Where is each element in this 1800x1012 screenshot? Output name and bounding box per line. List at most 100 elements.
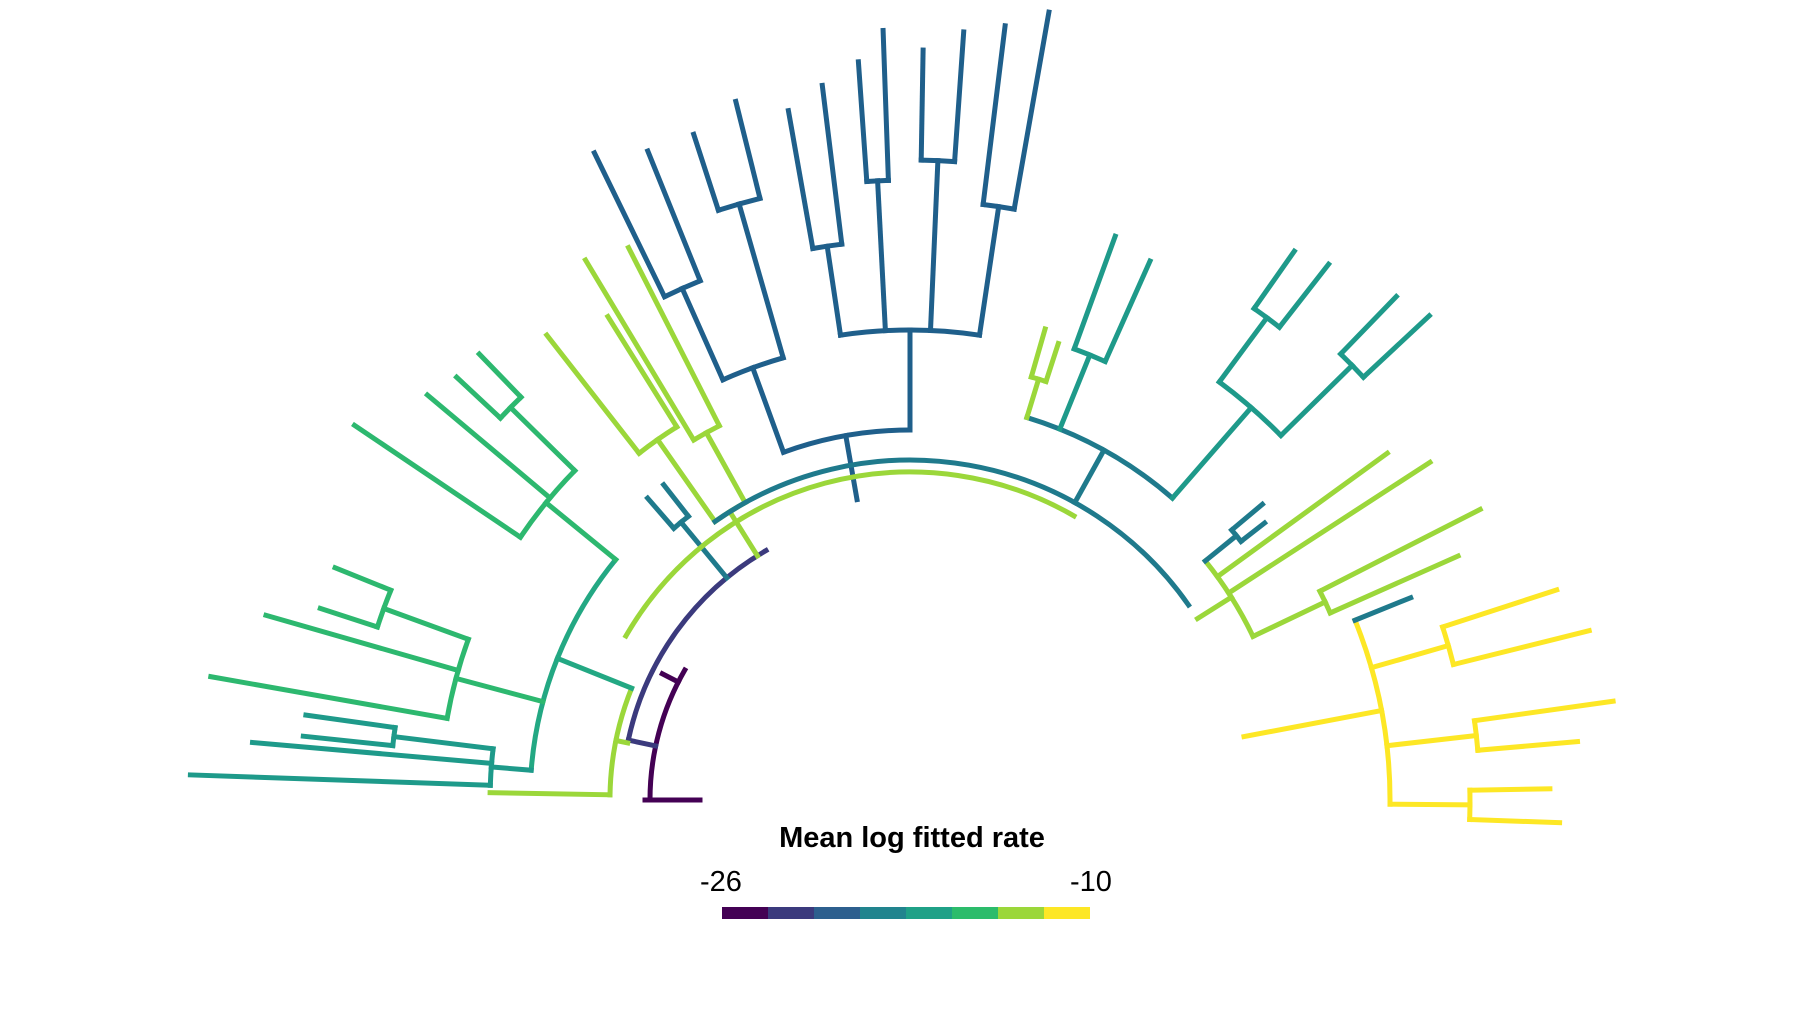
tree-branch bbox=[487, 790, 613, 798]
tree-branch bbox=[1316, 506, 1484, 595]
tree-branch bbox=[1056, 351, 1094, 433]
tree-branch bbox=[780, 427, 913, 456]
tree-branch bbox=[1277, 361, 1356, 440]
tree-branch bbox=[1215, 378, 1285, 440]
tree-branch bbox=[300, 733, 396, 749]
tree-branch bbox=[864, 177, 891, 185]
tree-branch bbox=[1450, 627, 1593, 668]
tree-branch bbox=[976, 203, 1002, 339]
tree-branch bbox=[351, 421, 524, 541]
tree-branch bbox=[604, 313, 681, 431]
tree-branch bbox=[1467, 786, 1553, 793]
tree-branch bbox=[1011, 9, 1052, 212]
tree-branch bbox=[625, 244, 723, 430]
tree-branch bbox=[423, 391, 554, 502]
legend-min-label: -26 bbox=[700, 866, 742, 898]
tree-branch bbox=[1215, 314, 1271, 386]
tree-branch bbox=[262, 612, 462, 674]
tree-branch bbox=[1042, 340, 1062, 385]
tree-branch bbox=[1070, 232, 1119, 353]
tree-branch bbox=[880, 27, 891, 183]
tree-branch bbox=[507, 403, 579, 475]
tree-branch bbox=[317, 605, 381, 631]
tree-branch bbox=[391, 733, 496, 752]
tree-branch bbox=[837, 327, 983, 339]
tree-branch bbox=[1237, 519, 1269, 545]
tree-branch bbox=[1471, 717, 1481, 754]
tree-branch bbox=[1225, 458, 1434, 597]
tree-branch bbox=[654, 436, 719, 525]
tree-branch bbox=[736, 200, 787, 361]
tree-branch bbox=[918, 157, 958, 165]
tree-branch bbox=[1337, 292, 1400, 358]
tree-branch bbox=[1213, 449, 1391, 581]
legend-title: Mean log fitted rate bbox=[779, 822, 1045, 854]
tree-branch bbox=[874, 178, 889, 334]
tree-branch bbox=[1201, 532, 1240, 565]
legend-swatch bbox=[998, 907, 1044, 919]
tree-branch bbox=[582, 256, 698, 444]
tree-branch bbox=[303, 712, 398, 731]
tree-branch bbox=[1168, 404, 1255, 502]
tree-branch bbox=[819, 82, 845, 247]
tree-branch bbox=[453, 373, 504, 422]
tree-branch bbox=[1368, 642, 1452, 671]
legend-swatch bbox=[952, 907, 998, 919]
tree-branch bbox=[1023, 414, 1176, 502]
tree-branch bbox=[677, 518, 731, 582]
tree-branch bbox=[622, 469, 1078, 640]
legend-swatch bbox=[814, 907, 860, 919]
tree-branch bbox=[980, 201, 1018, 212]
tree-branch bbox=[732, 98, 764, 202]
tree-branch bbox=[678, 285, 727, 384]
tree-branch bbox=[690, 131, 722, 214]
tree-branch bbox=[444, 636, 472, 722]
tree-branch bbox=[487, 746, 496, 788]
tree-branch bbox=[249, 739, 495, 767]
tree-branch bbox=[516, 467, 579, 541]
legend-swatch bbox=[768, 907, 814, 919]
tree-branch bbox=[824, 243, 844, 339]
tree-branch bbox=[951, 29, 967, 165]
tree-branch bbox=[1071, 446, 1108, 506]
legend-swatch bbox=[860, 907, 906, 919]
tree-branch bbox=[660, 481, 692, 520]
tree-branch bbox=[1023, 376, 1042, 421]
tree-branch bbox=[1228, 500, 1266, 534]
tree-branch bbox=[1439, 586, 1560, 631]
tree-branch bbox=[749, 364, 787, 456]
tree-branch bbox=[635, 423, 681, 457]
tree-branch bbox=[331, 564, 395, 594]
tree-branch bbox=[380, 605, 472, 643]
tree-branch bbox=[1359, 312, 1433, 381]
tree-branch bbox=[980, 23, 1008, 208]
tree-branch bbox=[711, 457, 1192, 609]
legend-swatch bbox=[906, 907, 952, 919]
tree-branch bbox=[644, 494, 678, 532]
tree-branch bbox=[1475, 738, 1581, 754]
tree-branch bbox=[644, 147, 704, 285]
tree-branch bbox=[625, 737, 659, 749]
tree-branch bbox=[703, 429, 749, 506]
tree-branch bbox=[1201, 557, 1257, 640]
tree-branch bbox=[785, 107, 816, 252]
legend-swatch bbox=[1044, 907, 1090, 919]
tree-branch bbox=[475, 350, 525, 401]
tree-branch bbox=[1250, 247, 1298, 312]
tree-branch bbox=[1471, 698, 1616, 724]
tree-branch bbox=[591, 149, 668, 301]
tree-branch bbox=[1351, 616, 1393, 807]
legend-color-bar bbox=[722, 907, 1090, 919]
tree-branch bbox=[554, 655, 635, 692]
legend-swatch bbox=[722, 907, 768, 919]
tree-branch bbox=[1467, 816, 1563, 826]
tree-branch bbox=[488, 764, 534, 773]
tree-branch bbox=[1194, 593, 1235, 623]
tree-branch bbox=[1326, 552, 1462, 617]
color-legend: Mean log fitted rate -26 -10 bbox=[700, 822, 1112, 932]
tree-branch bbox=[1387, 801, 1473, 808]
tree-branch bbox=[528, 556, 620, 773]
tree-branch bbox=[1028, 325, 1049, 381]
legend-max-label: -10 bbox=[1070, 866, 1112, 898]
